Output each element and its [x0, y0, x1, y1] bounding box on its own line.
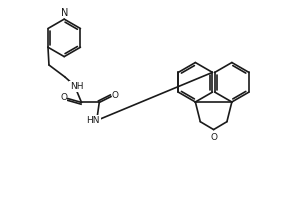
Text: HN: HN — [87, 116, 100, 125]
Text: NH: NH — [70, 82, 83, 91]
Text: N: N — [61, 8, 68, 18]
Text: O: O — [210, 133, 217, 142]
Text: O: O — [60, 93, 67, 102]
Text: O: O — [112, 91, 118, 100]
